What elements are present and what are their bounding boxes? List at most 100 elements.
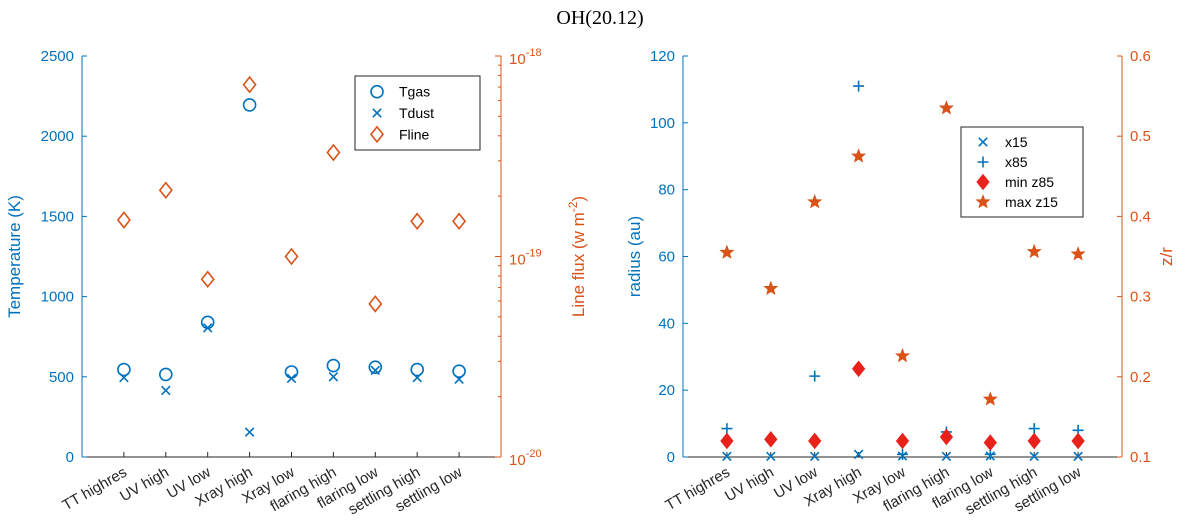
point-max-z15 — [763, 280, 779, 295]
point-tdust — [412, 372, 422, 383]
left-y-tick-label: 80 — [658, 182, 675, 199]
point-fline — [242, 75, 257, 94]
right-y-tick-label: 0.6 — [1130, 48, 1151, 65]
legend-marker-max-z15 — [975, 194, 991, 209]
x-tick-label: TT highres — [663, 464, 733, 514]
legend-label: max z15 — [1005, 194, 1058, 210]
right-y-tick-label: 10-19 — [509, 248, 542, 269]
point-max-z15 — [807, 194, 823, 209]
point-x15 — [1029, 451, 1039, 462]
x-tick-label: UV high — [722, 464, 777, 505]
point-min-z85 — [895, 432, 910, 450]
point-max-z15 — [851, 148, 867, 163]
point-max-z15 — [1026, 243, 1042, 259]
point-tdust — [202, 323, 213, 333]
point-x85 — [809, 370, 821, 382]
point-min-z85 — [1027, 432, 1041, 450]
point-fline — [452, 212, 467, 230]
point-max-z15 — [719, 244, 735, 259]
legend-label: x85 — [1005, 154, 1028, 170]
point-fline — [116, 211, 131, 229]
right-y-tick-label: 10-20 — [509, 448, 542, 469]
point-x15 — [941, 451, 952, 462]
point-fline — [200, 270, 215, 289]
point-min-z85 — [720, 432, 734, 450]
point-tgas — [200, 315, 215, 330]
left-axis-label: Temperature (K) — [5, 195, 24, 318]
right-y-tick-label: 0.3 — [1130, 289, 1151, 306]
right-y-tick-label: 10-18 — [509, 47, 542, 68]
legend-label: min z85 — [1005, 174, 1054, 190]
point-x15 — [1073, 451, 1083, 462]
point-max-z15 — [938, 100, 954, 115]
left-y-tick-label: 2000 — [41, 128, 74, 145]
point-tgas — [284, 365, 299, 379]
point-fline — [284, 247, 299, 266]
left-y-tick-label: 0 — [667, 449, 675, 466]
right-y-tick-label: 0.4 — [1130, 208, 1151, 225]
point-tgas — [452, 364, 466, 378]
point-x85 — [721, 423, 733, 435]
left-axis-label: radius (au) — [625, 216, 644, 297]
legend-marker-min-z85 — [976, 173, 990, 191]
figure-title: OH(20.12) — [556, 7, 643, 29]
point-tdust — [119, 372, 129, 383]
point-fline — [326, 143, 341, 162]
point-tdust — [286, 373, 297, 384]
point-fline — [158, 181, 173, 200]
point-min-z85 — [939, 428, 954, 446]
legend-label: Fline — [399, 126, 430, 142]
left-y-tick-label: 1000 — [41, 289, 74, 306]
left-y-tick-label: 20 — [658, 382, 675, 399]
legend-label: x15 — [1005, 134, 1028, 150]
point-x85 — [1028, 423, 1040, 435]
left-y-tick-label: 0 — [66, 449, 74, 466]
point-tdust — [244, 427, 255, 437]
point-min-z85 — [983, 434, 997, 451]
left-y-tick-label: 500 — [49, 369, 74, 386]
point-fline — [368, 295, 383, 313]
point-x15 — [766, 451, 776, 462]
point-max-z15 — [982, 391, 998, 406]
point-tdust — [161, 385, 171, 396]
legend-box — [354, 75, 481, 151]
right-y-tick-label: 0.1 — [1130, 449, 1151, 466]
left-y-tick-label: 100 — [650, 115, 675, 132]
legend-marker-x85 — [977, 156, 989, 168]
point-tgas — [368, 360, 383, 374]
point-min-z85 — [1071, 432, 1085, 450]
right-axis-label: z/r — [1157, 247, 1176, 266]
point-fline — [410, 212, 425, 230]
point-min-z85 — [851, 360, 866, 378]
legend-marker-tdust — [372, 108, 382, 118]
legend-marker-tgas — [370, 84, 384, 99]
left-y-tick-label: 40 — [658, 315, 675, 332]
point-tgas — [117, 362, 131, 377]
point-tdust — [454, 374, 464, 384]
legend-label: Tdust — [399, 105, 434, 121]
point-x15 — [853, 449, 864, 460]
point-x15 — [809, 451, 820, 462]
right-y-tick-label: 0.2 — [1130, 369, 1151, 386]
point-x85 — [897, 448, 908, 460]
left-y-tick-label: 2500 — [41, 48, 74, 65]
left-y-tick-label: 60 — [658, 249, 675, 266]
point-tgas — [159, 367, 173, 382]
point-x85 — [853, 80, 865, 92]
left-y-tick-label: 1500 — [41, 208, 74, 225]
point-tgas — [410, 362, 425, 377]
point-tgas — [242, 98, 257, 112]
point-max-z15 — [1070, 246, 1086, 261]
point-x15 — [722, 451, 732, 462]
point-tdust — [328, 372, 339, 382]
point-max-z15 — [894, 348, 911, 363]
point-min-z85 — [808, 432, 822, 450]
point-tdust — [370, 365, 381, 376]
legend-marker-fline — [369, 125, 385, 144]
point-min-z85 — [764, 431, 778, 448]
right-y-tick-label: 0.5 — [1130, 128, 1151, 145]
left-y-tick-label: 120 — [650, 48, 675, 65]
